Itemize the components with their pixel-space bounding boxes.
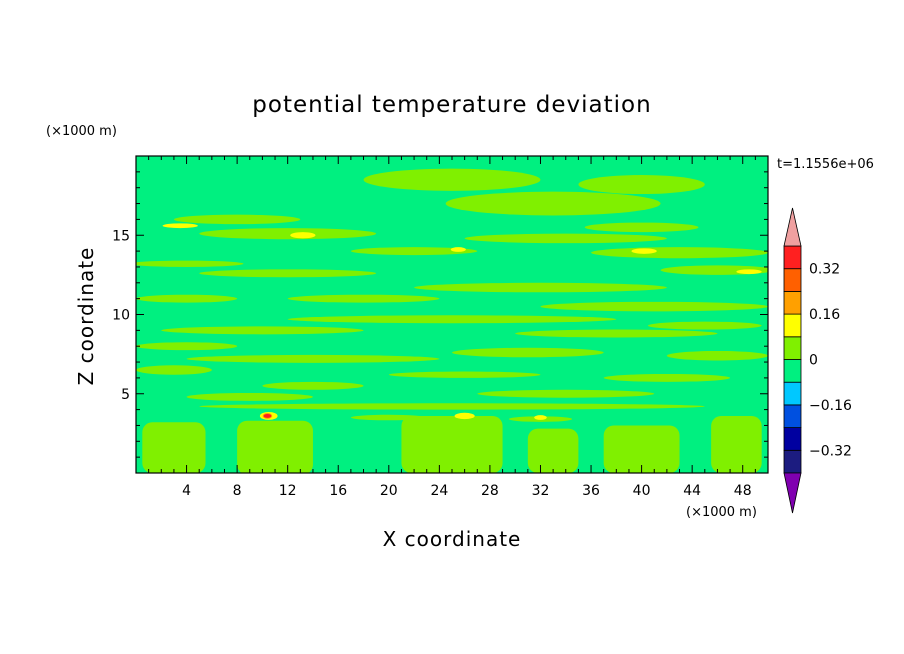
- positive-band: [186, 354, 440, 363]
- positive-band: [199, 228, 377, 240]
- x-tick-label: 36: [582, 483, 600, 499]
- positive-band: [199, 269, 377, 278]
- positive-band: [136, 294, 238, 303]
- colorbar-swatch: [783, 290, 802, 315]
- colorbar-label: −0.32: [809, 443, 852, 459]
- positive-band: [584, 222, 699, 233]
- positive-band: [287, 315, 617, 324]
- contour-field: [136, 156, 768, 473]
- colorbar-label: 0.16: [809, 307, 840, 323]
- colorbar: 0.32 0.16 0 −0.16 −0.32: [783, 207, 852, 514]
- y-tick-label: 15: [112, 228, 130, 244]
- colorbar-swatch: [783, 404, 802, 428]
- positive-band: [136, 342, 238, 351]
- colorbar-label: 0: [809, 353, 818, 369]
- colorbar-swatch: [783, 336, 802, 360]
- y-tick-label: 5: [121, 387, 130, 403]
- positive-band: [186, 392, 313, 401]
- colorbar-swatch: [783, 381, 802, 406]
- x-tick-label: 28: [481, 483, 499, 499]
- x-tick-label: 44: [683, 483, 701, 499]
- x-tick-label: 40: [633, 483, 651, 499]
- y-axis-unit: (×1000 m): [46, 124, 117, 139]
- positive-band: [363, 168, 541, 191]
- positive-band: [452, 347, 604, 358]
- high-spot: [450, 247, 466, 252]
- positive-band: [414, 282, 667, 293]
- positive-band: [350, 247, 478, 256]
- colorbar-label: 0.32: [809, 262, 840, 278]
- high-spot: [534, 415, 547, 420]
- high-spot: [454, 412, 475, 420]
- max-spot: [263, 413, 272, 418]
- colorbar-swatch: [783, 268, 802, 292]
- high-spot: [290, 232, 316, 239]
- high-spot: [162, 223, 198, 229]
- colorbar-swatch: [783, 427, 802, 451]
- high-spot: [736, 269, 762, 275]
- positive-band: [464, 233, 667, 244]
- positive-band: [540, 301, 768, 312]
- chart-title: potential temperature deviation: [252, 92, 651, 118]
- positive-band: [647, 321, 762, 330]
- positive-blob: [237, 420, 313, 473]
- colorbar-under-arrow: [783, 472, 802, 514]
- x-tick-label: 16: [329, 483, 347, 499]
- x-tick-label: 32: [532, 483, 550, 499]
- x-axis-unit: (×1000 m): [686, 505, 757, 520]
- positive-band: [262, 381, 364, 390]
- colorbar-swatch: [783, 449, 802, 474]
- colorbar-swatch: [783, 245, 802, 270]
- positive-band: [136, 365, 212, 375]
- x-tick-label: 4: [182, 483, 191, 499]
- positive-band: [666, 350, 768, 361]
- y-axis-label: Z coordinate: [74, 247, 98, 386]
- colorbar-swatch: [783, 313, 802, 338]
- positive-blob: [527, 428, 579, 473]
- x-tick-label: 8: [233, 483, 242, 499]
- positive-band: [388, 371, 541, 378]
- colorbar-label: −0.16: [809, 398, 852, 414]
- x-tick-label: 20: [380, 483, 398, 499]
- time-label: t=1.1556e+06: [777, 157, 874, 172]
- high-spot: [631, 248, 657, 254]
- positive-band: [161, 326, 364, 335]
- positive-blob: [142, 422, 206, 473]
- x-axis-label: X coordinate: [383, 527, 522, 551]
- positive-blob: [711, 415, 762, 473]
- positive-band: [578, 175, 705, 195]
- positive-band: [199, 403, 705, 410]
- x-tick-label: 48: [734, 483, 752, 499]
- x-tick-label: 24: [430, 483, 448, 499]
- positive-band: [173, 214, 301, 225]
- positive-band: [591, 247, 768, 259]
- positive-band: [445, 191, 661, 216]
- colorbar-swatch: [783, 359, 802, 383]
- y-tick-label: 10: [112, 308, 130, 324]
- positive-blob: [603, 425, 680, 473]
- positive-band: [136, 260, 244, 267]
- y-axis-ticks: 5 10 15: [112, 171, 768, 458]
- positive-band: [287, 294, 440, 303]
- x-axis-ticks: 4 8 12 16 20 24 28 32 36 40 44 48: [148, 156, 756, 499]
- positive-band: [477, 389, 655, 398]
- positive-band: [603, 373, 731, 382]
- positive-band: [515, 329, 718, 338]
- positive-blob: [401, 415, 503, 473]
- x-tick-label: 12: [279, 483, 297, 499]
- colorbar-over-arrow: [783, 207, 802, 247]
